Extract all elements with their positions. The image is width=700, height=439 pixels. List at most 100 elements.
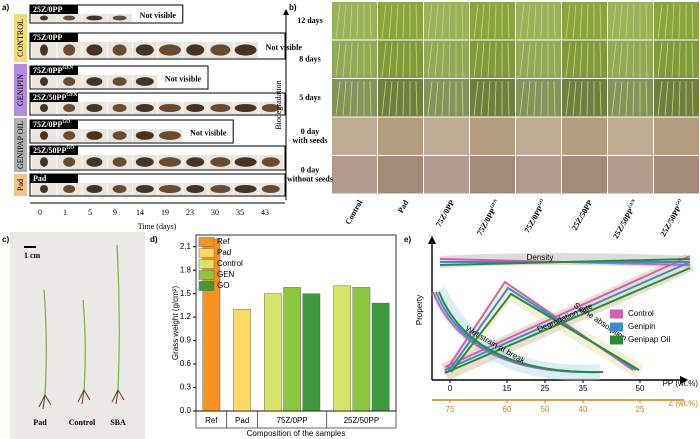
sample: [40, 185, 48, 193]
grass: [572, 80, 577, 116]
grass: [526, 80, 531, 116]
grass: [599, 80, 602, 116]
grass: [487, 80, 491, 116]
grass: [349, 42, 353, 78]
sample: [261, 104, 280, 112]
column-label: 25Z/50PPGO: [658, 198, 687, 238]
grass: [664, 80, 669, 116]
row-label: 75Z/0PPGO: [33, 120, 70, 129]
curve: [438, 291, 604, 374]
grass: [441, 42, 445, 78]
grass: [381, 3, 387, 39]
day-label: 5: [88, 208, 92, 217]
grass: [335, 42, 341, 78]
grass: [586, 42, 589, 78]
sample: [159, 131, 181, 140]
sample: [186, 157, 205, 167]
grass: [342, 42, 347, 78]
sample: [135, 157, 154, 167]
photo-cell: [562, 156, 607, 194]
photo-cell: [470, 156, 515, 194]
row-label-box: [30, 93, 78, 102]
group-label: Pad: [16, 179, 25, 191]
sample: [40, 131, 48, 140]
row-label-main: Pad: [33, 174, 47, 183]
day-label: 23: [186, 208, 194, 217]
grass: [519, 80, 525, 116]
grass: [369, 80, 372, 116]
column-label-main: 25Z/50PP: [658, 204, 683, 237]
sample: [86, 104, 103, 112]
grass: [480, 42, 485, 78]
grass: [586, 80, 589, 116]
axis-title: Time (days): [138, 222, 177, 231]
row-label-sup: GEN: [62, 66, 73, 71]
y-axis-title: Property: [415, 295, 424, 325]
row-label: 75Z/0PPGEN: [33, 66, 74, 75]
y-tick-label: 2.1: [180, 242, 192, 251]
day-label: 30: [211, 208, 219, 217]
grass: [441, 3, 445, 39]
sample: [159, 104, 181, 112]
grass: [427, 80, 433, 116]
curve: [444, 267, 691, 374]
grass: [461, 80, 464, 116]
photo: [10, 232, 145, 439]
legend-swatch: [198, 270, 215, 280]
y-tick-label: 0.6: [180, 359, 192, 368]
sample: [40, 44, 48, 56]
plant-stem: [82, 299, 86, 391]
grass: [632, 3, 635, 39]
grass: [625, 3, 629, 39]
legend-label: Control: [217, 259, 243, 268]
grass: [691, 3, 694, 39]
column-label: 25Z/50PPGEN: [610, 197, 640, 240]
sample: [159, 185, 181, 193]
grass: [448, 80, 451, 116]
y-tick-label: 0.0: [180, 406, 192, 415]
grass: [625, 80, 629, 116]
sample: [86, 157, 103, 167]
panel-tag: d): [150, 235, 158, 244]
day-label: 35: [236, 208, 244, 217]
sample: [40, 77, 48, 86]
grass: [611, 80, 617, 116]
column-label-sup: GO: [536, 198, 544, 207]
legend-label: Genipap Oil: [628, 335, 670, 344]
column-label-main: Control: [343, 198, 364, 226]
legend-swatch: [198, 281, 215, 291]
grass: [526, 42, 531, 78]
not-visible: Not visible: [190, 128, 227, 137]
sample: [112, 77, 127, 86]
bar: [371, 302, 390, 412]
grass: [480, 3, 485, 39]
group-strip: [14, 174, 27, 196]
grass: [356, 3, 359, 39]
grass: [645, 80, 648, 116]
row-label-main: 75Z/0PP: [33, 33, 62, 42]
column-label-main: Pad: [396, 198, 411, 215]
grass: [553, 3, 556, 39]
grass: [494, 42, 497, 78]
photo-cell: [516, 156, 561, 194]
row-label: 12 days: [297, 16, 323, 25]
photo-cell: [470, 117, 515, 155]
grass: [507, 80, 510, 116]
day-label: 43: [261, 208, 269, 217]
sample: [86, 131, 103, 140]
grass: [434, 42, 439, 78]
legend-swatch: [610, 322, 623, 332]
row-label-sup: GO: [62, 120, 70, 125]
column-label: 25Z/50PP: [570, 198, 595, 231]
photo-cell: [332, 156, 377, 194]
sample: [234, 157, 257, 167]
bar: [333, 285, 351, 412]
sample: [261, 157, 280, 167]
sample: [210, 185, 231, 193]
sample: [135, 131, 154, 140]
grass: [645, 42, 648, 78]
sample: [234, 185, 257, 193]
legend-label: GO: [217, 281, 229, 290]
scale-label: 1 cm: [24, 251, 41, 260]
grass: [540, 3, 543, 39]
